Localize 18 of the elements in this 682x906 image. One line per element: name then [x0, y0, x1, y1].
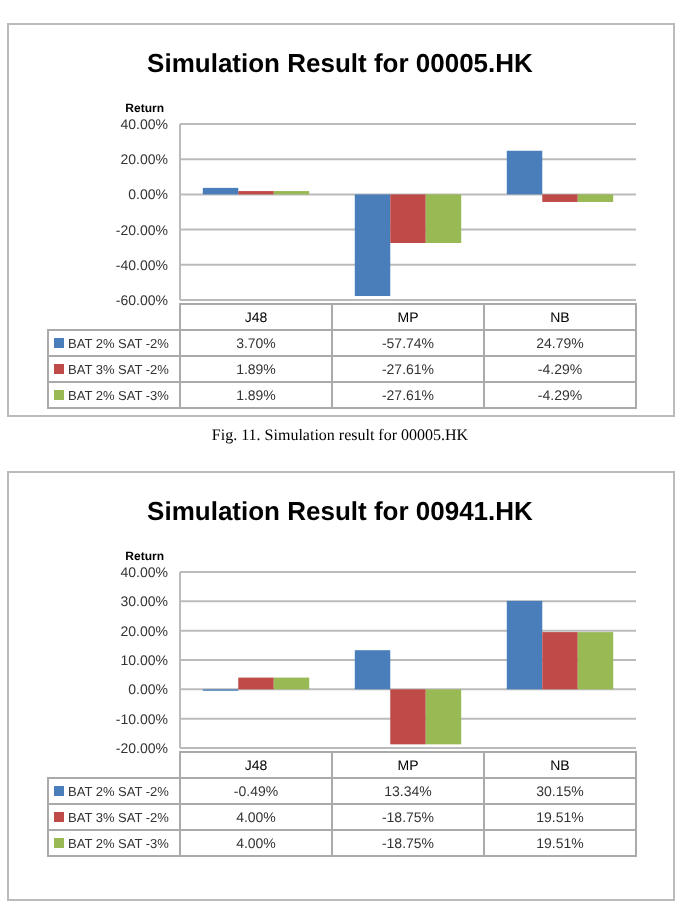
bar [577, 194, 614, 202]
bar [542, 194, 578, 202]
bar [273, 677, 310, 690]
bar [577, 632, 614, 690]
bar [425, 194, 462, 243]
bar [354, 194, 391, 297]
bar [390, 194, 426, 243]
bar [354, 650, 391, 690]
bar [390, 689, 426, 745]
bar [506, 600, 543, 690]
bar [542, 632, 578, 690]
bar [238, 677, 274, 690]
bar [202, 187, 239, 195]
bar [506, 150, 543, 195]
caption: Fig. 11. Simulation result for 00005.HK [211, 426, 469, 444]
chart-title: Simulation Result for 00941.HK [147, 496, 535, 526]
bar [425, 689, 462, 745]
chart-title: Simulation Result for 00005.HK [147, 48, 535, 78]
